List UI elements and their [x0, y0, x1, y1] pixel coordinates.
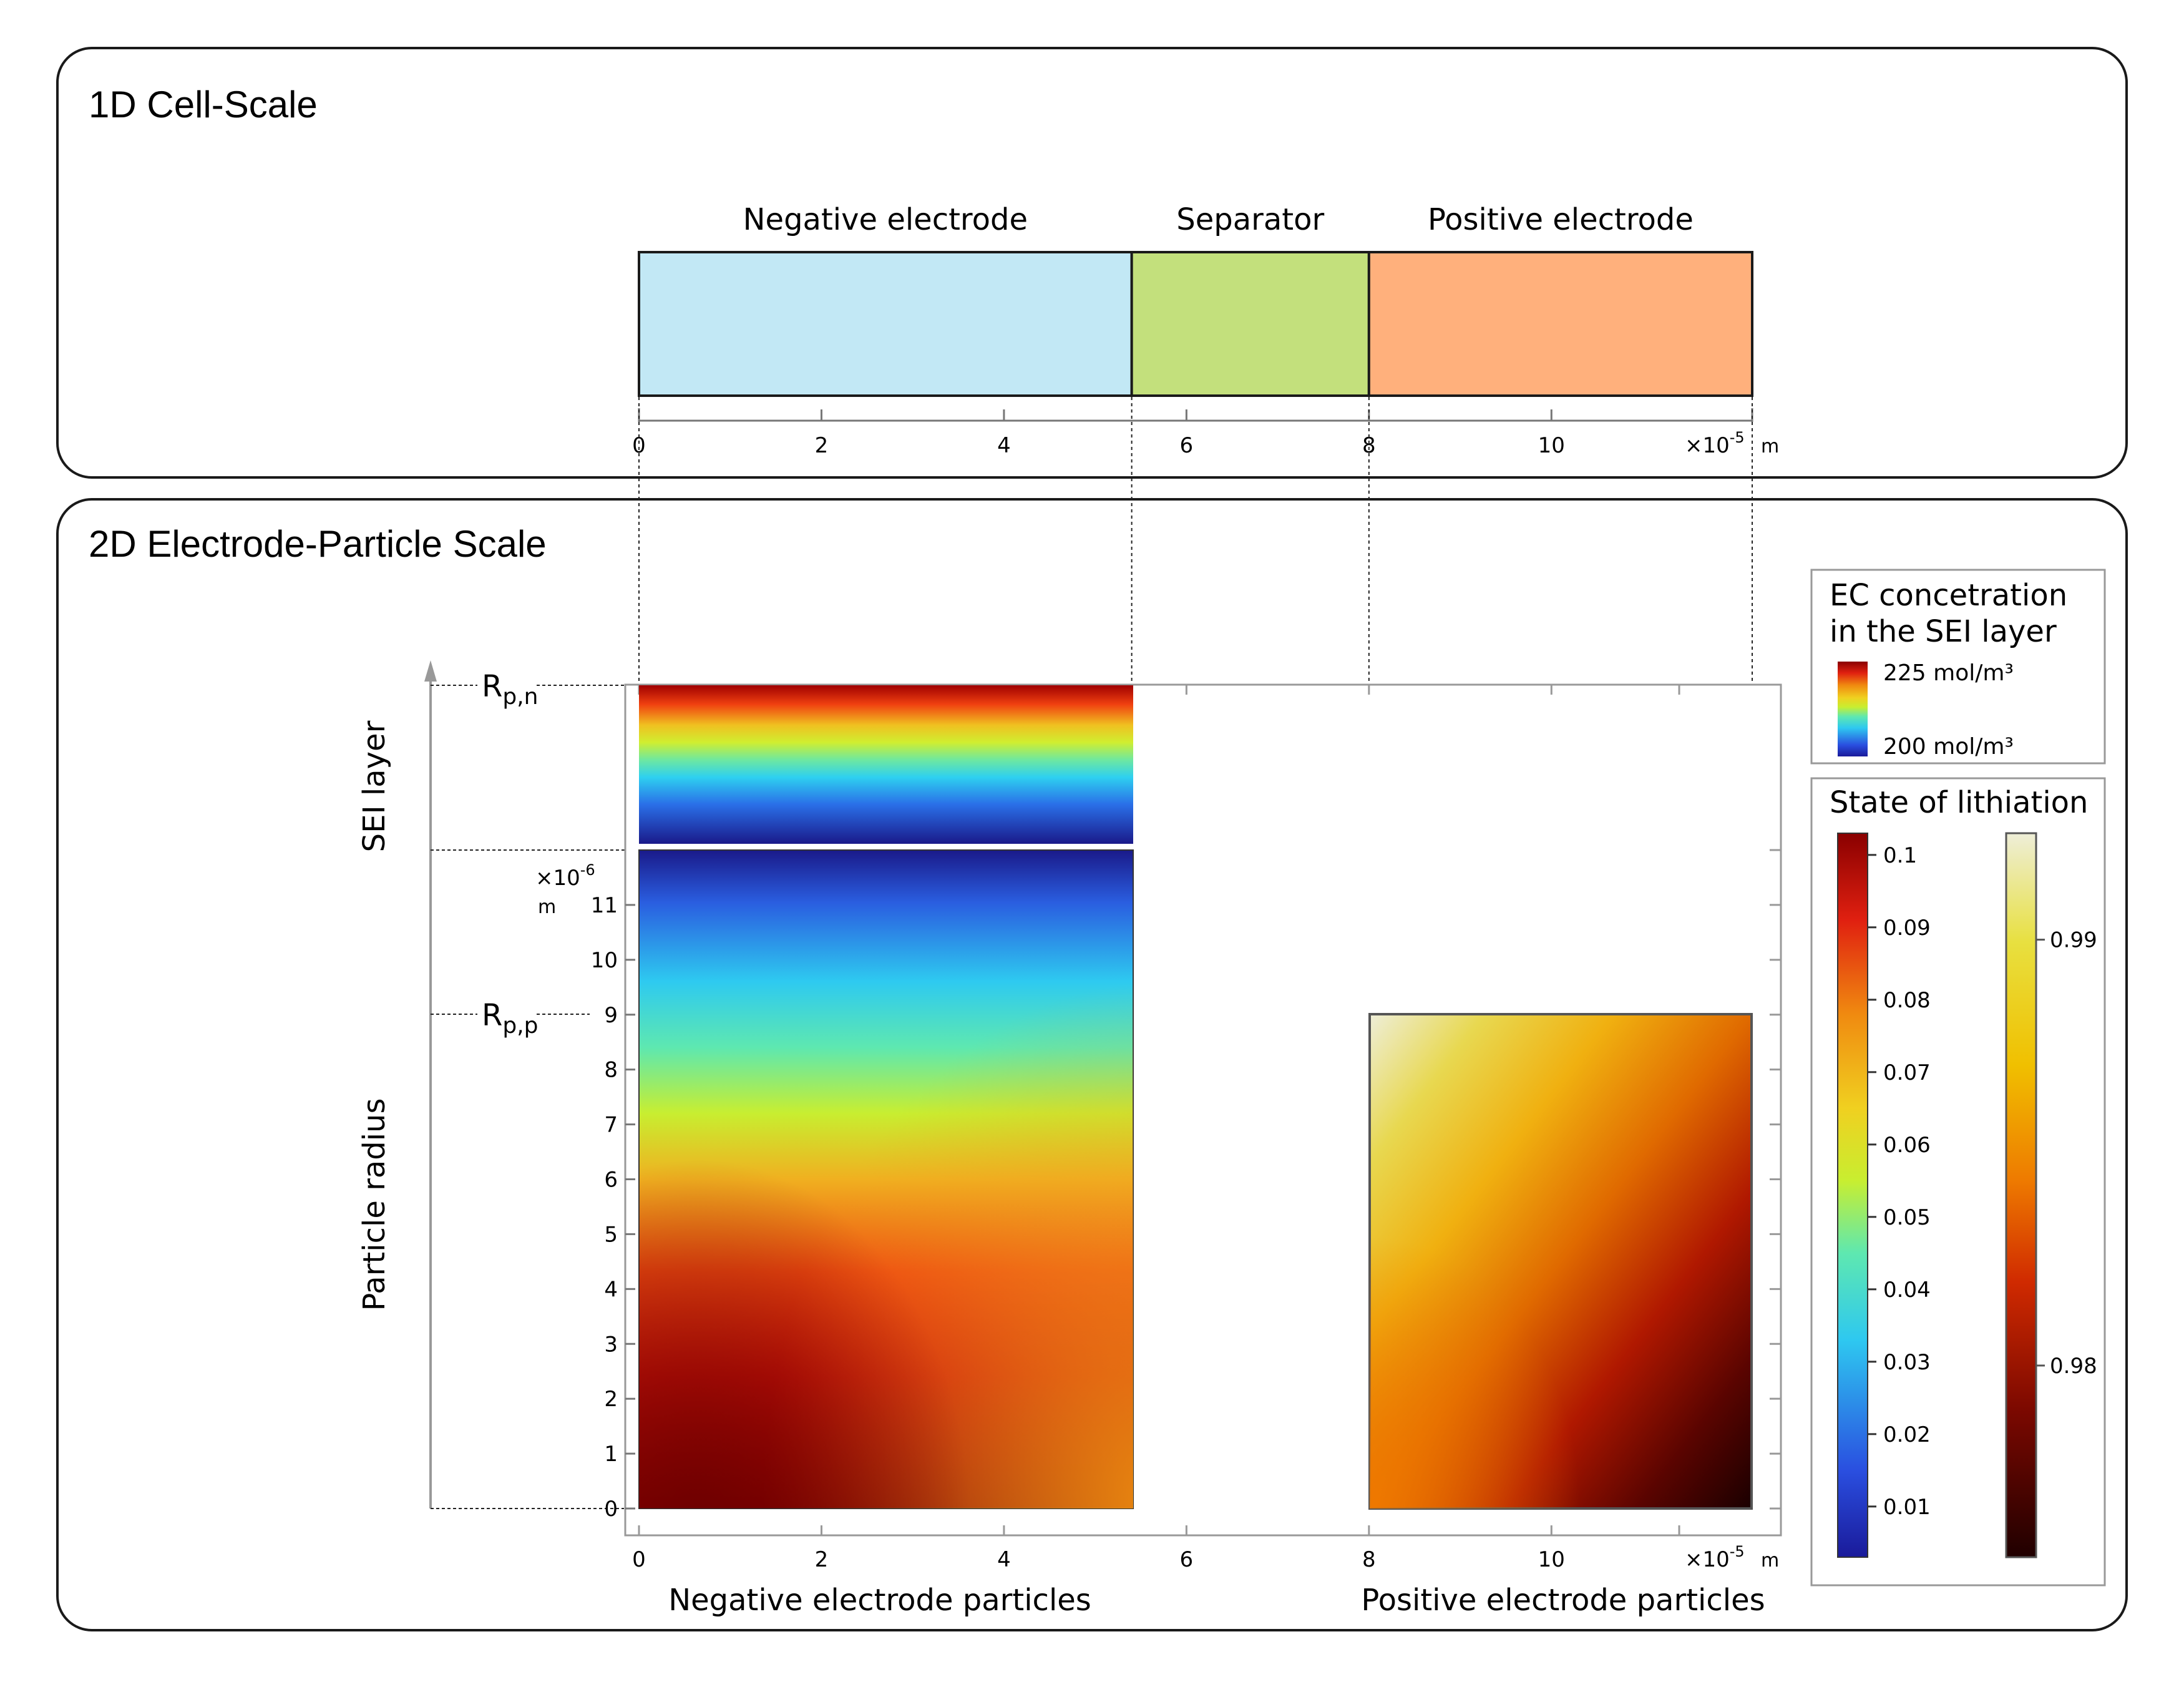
domain-bar: Negative electrode Separator Positive elec… [638, 202, 1754, 397]
positive-particle-field [1368, 1013, 1753, 1510]
negative-cb-tick-label-6: 0.04 [1883, 1278, 1931, 1303]
domain-label-1: Separator [1176, 202, 1324, 237]
y-tick-label-1: 1 [604, 1442, 618, 1467]
particle-x-tick-label-3: 6 [1180, 1547, 1194, 1572]
cell-x-tick-label-5: 10 [1538, 433, 1565, 458]
negative-cb-tick-label-4: 0.06 [1883, 1133, 1931, 1158]
cell-scale-title: 1D Cell-Scale [89, 84, 318, 125]
sei-concentration-field [639, 685, 1133, 844]
y-tick-label-6: 6 [604, 1168, 618, 1193]
y-tick-label-0: 0 [604, 1497, 618, 1522]
y-tick-label-8: 8 [604, 1058, 618, 1083]
cell-x-multiplier: ×10-5 [1685, 429, 1745, 458]
negative-cb-tick-label-9: 0.01 [1883, 1495, 1931, 1520]
y-axis: 0 1 2 3 4 5 6 7 8 9 10 11 [591, 893, 635, 1522]
y-extent-arrow-head [424, 660, 437, 682]
y-unit: m [538, 896, 556, 918]
domain-label-2: Positive electrode [1428, 202, 1694, 237]
y-tick-label-7: 7 [604, 1113, 618, 1138]
particle-x-tick-label-4: 8 [1362, 1547, 1376, 1572]
particle-x-tick-label-2: 4 [997, 1547, 1011, 1572]
particle-x-tick-label-5: 10 [1538, 1547, 1565, 1572]
lithiation-legend: State of lithiation 0.10.090.080.070.060… [1810, 777, 2106, 1587]
positive-colorbar-ticks: 0.99 0.98 [2036, 928, 2097, 1379]
domain-label-0: Negative electrode [743, 202, 1028, 237]
y-tick-label-3: 3 [604, 1332, 618, 1357]
negative-particle-field [638, 849, 1134, 1509]
rpp-label: Rp,p [482, 998, 539, 1039]
cell-x-tick-label-4: 8 [1362, 433, 1376, 458]
y-tick-label-4: 4 [604, 1277, 618, 1302]
domain-2 [1367, 251, 1754, 397]
particle-radius-label: Particle radius [357, 1098, 392, 1311]
positive-colorbar [2005, 832, 2037, 1558]
positive-particles-label: Positive electrode particles [1361, 1583, 1765, 1618]
ec-max-label: 225 mol/m³ [1883, 660, 2014, 686]
negative-cb-tick-label-1: 0.09 [1883, 916, 1931, 941]
cell-x-unit: m [1761, 436, 1779, 457]
y-tick-label-5: 5 [604, 1222, 618, 1247]
y-tick-label-9: 9 [604, 1003, 618, 1028]
domain-1 [1130, 251, 1370, 397]
cell-x-axis: ×10-5 m 0 2 4 6 8 10 [632, 408, 1779, 458]
negative-cb-tick-label-2: 0.08 [1883, 988, 1931, 1013]
positive-cb-tick-label-1: 0.98 [2050, 1354, 2097, 1379]
ec-legend: EC concetration in the SEI layer 225 mol… [1810, 569, 2106, 765]
negative-colorbar [1837, 833, 1868, 1558]
particle-scale-panel [56, 498, 2128, 1631]
cell-x-tick-label-0: 0 [632, 433, 646, 458]
y-multiplier: ×10-6 [535, 861, 595, 891]
lithiation-legend-title: State of lithiation [1830, 785, 2088, 820]
cell-x-tick-label-1: 2 [815, 433, 829, 458]
cell-scale-panel [56, 47, 2128, 479]
ec-legend-title-1: EC concetration [1830, 578, 2067, 613]
particle-x-tick-label-1: 2 [815, 1547, 829, 1572]
y-tick-label-11: 11 [591, 893, 618, 918]
negative-cb-tick-label-0: 0.1 [1883, 843, 1917, 868]
particle-x-multiplier: ×10-5 [1685, 1543, 1745, 1572]
rpn-label: Rp,n [482, 669, 538, 710]
cell-x-tick-label-3: 6 [1180, 433, 1194, 458]
negative-cb-tick-label-7: 0.03 [1883, 1350, 1931, 1375]
negative-particles-label: Negative electrode particles [668, 1583, 1091, 1618]
negative-cb-tick-label-3: 0.07 [1883, 1060, 1931, 1085]
ec-min-label: 200 mol/m³ [1883, 734, 2014, 760]
particle-x-unit: m [1761, 1550, 1779, 1572]
particle-x-tick-label-0: 0 [632, 1547, 646, 1572]
sei-layer-label: SEI layer [357, 720, 392, 852]
negative-cb-tick-label-8: 0.02 [1883, 1422, 1931, 1447]
particle-x-axis: 0 2 4 6 8 10 [632, 1525, 1680, 1572]
domain-0 [638, 251, 1133, 397]
cell-x-tick-label-2: 4 [997, 433, 1011, 458]
particle-scale-title: 2D Electrode-Particle Scale [89, 523, 547, 565]
negative-cb-tick-label-5: 0.05 [1883, 1205, 1931, 1230]
ec-colorbar [1838, 662, 1868, 756]
positive-cb-tick-label-0: 0.99 [2050, 928, 2097, 953]
negative-colorbar-ticks: 0.1 0.09 0.08 0.07 0.06 0.05 0.04 0.03 0.02 0.01 [1868, 843, 1931, 1520]
ec-legend-title-2: in the SEI layer [1830, 614, 2057, 649]
y-tick-label-2: 2 [604, 1387, 618, 1412]
y-tick-label-10: 10 [591, 948, 618, 973]
